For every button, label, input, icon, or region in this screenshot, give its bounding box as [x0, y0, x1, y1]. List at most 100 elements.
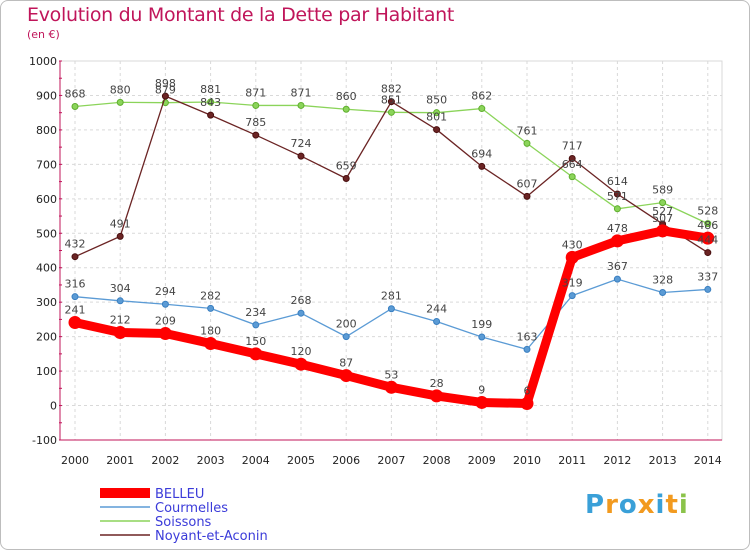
data-point [430, 389, 444, 403]
x-tick-label: 2002 [151, 454, 179, 467]
data-point [384, 380, 398, 394]
chart-unit: (en €) [27, 28, 60, 41]
data-label: 6 [524, 384, 531, 397]
data-point [158, 327, 172, 341]
data-point [297, 101, 305, 109]
data-point [659, 289, 667, 297]
data-point [704, 220, 712, 228]
data-label: 880 [110, 83, 131, 96]
data-point [297, 152, 305, 160]
data-point [252, 101, 260, 109]
y-tick-label: 200 [36, 331, 57, 344]
data-point [207, 111, 215, 119]
data-label: 478 [607, 222, 628, 235]
data-label: 316 [65, 278, 86, 291]
y-tick-label: -100 [32, 434, 57, 447]
data-label: 444 [697, 234, 718, 247]
x-tick-label: 2009 [468, 454, 496, 467]
data-label: 851 [381, 93, 402, 106]
x-tick-label: 2012 [603, 454, 631, 467]
data-label: 528 [697, 205, 718, 218]
data-point [116, 297, 124, 305]
y-tick-label: 900 [36, 89, 57, 102]
data-label: 761 [517, 124, 538, 137]
data-label: 801 [426, 111, 447, 124]
data-label: 527 [652, 205, 673, 218]
data-point [478, 105, 486, 113]
data-point [207, 304, 215, 312]
x-tick-label: 2000 [61, 454, 89, 467]
data-label: 862 [471, 90, 492, 103]
data-label: 486 [697, 219, 718, 232]
data-label: 234 [245, 306, 266, 319]
x-tick-label: 2011 [558, 454, 586, 467]
data-label: 9 [478, 383, 485, 396]
data-label: 337 [697, 270, 718, 283]
x-tick-label: 2003 [197, 454, 225, 467]
data-label: 367 [607, 260, 628, 273]
logo-letter: i [655, 490, 666, 520]
data-label: 850 [426, 94, 447, 107]
data-label: 28 [430, 377, 444, 390]
logo-letter: x [637, 490, 656, 520]
data-label: 881 [200, 83, 221, 96]
data-point [568, 292, 576, 300]
chart-title: Evolution du Montant de la Dette par Hab… [27, 4, 455, 26]
y-tick-label: 600 [36, 193, 57, 206]
data-point [704, 249, 712, 257]
data-label: 87 [339, 357, 353, 370]
data-point [342, 174, 350, 182]
data-point [116, 98, 124, 106]
data-label: 241 [65, 304, 86, 317]
y-tick-label: 300 [36, 296, 57, 309]
data-point [568, 173, 576, 181]
data-labels: 241 212 209 180 150 120 87 53 28 9 6 430 478 507 486 31… [65, 77, 719, 397]
data-label: 868 [65, 87, 86, 100]
data-point [610, 234, 624, 248]
data-point [252, 131, 260, 139]
data-point [613, 275, 621, 283]
data-point [523, 139, 531, 147]
data-label: 199 [471, 318, 492, 331]
x-tick-label: 2004 [242, 454, 270, 467]
data-point [207, 98, 215, 106]
data-point [433, 109, 441, 117]
legend-label: BELLEU [155, 487, 204, 502]
proxiti-logo: Proxiti [585, 490, 689, 520]
data-label: 571 [607, 190, 628, 203]
y-tick-label: 400 [36, 262, 57, 275]
data-label: 659 [336, 159, 357, 172]
data-label: 209 [155, 315, 176, 328]
legend-label: Courmelles [155, 501, 228, 516]
data-point [565, 250, 579, 264]
data-label: 328 [652, 274, 673, 287]
data-label: 717 [562, 140, 583, 153]
data-point [659, 199, 667, 207]
data-point [568, 155, 576, 163]
data-label: 724 [291, 137, 312, 150]
y-tick-label: 100 [36, 365, 57, 378]
data-label: 319 [562, 277, 583, 290]
data-label: 282 [200, 289, 221, 302]
data-point [294, 357, 308, 371]
data-point [71, 102, 79, 110]
data-label: 53 [384, 368, 398, 381]
data-point [387, 305, 395, 313]
data-point [478, 333, 486, 341]
data-point [701, 231, 715, 245]
data-label: 860 [336, 90, 357, 103]
data-point [387, 98, 395, 106]
data-label: 898 [155, 77, 176, 90]
x-tick-label: 2013 [649, 454, 677, 467]
y-tick-label: 700 [36, 158, 57, 171]
data-point [204, 337, 218, 351]
data-label: 150 [245, 335, 266, 348]
data-point [297, 309, 305, 317]
data-label: 163 [517, 330, 538, 343]
data-label: 871 [245, 86, 266, 99]
data-point [387, 108, 395, 116]
data-point [656, 224, 670, 238]
data-label: 491 [110, 217, 131, 230]
y-tick-label: 1000 [29, 55, 57, 68]
